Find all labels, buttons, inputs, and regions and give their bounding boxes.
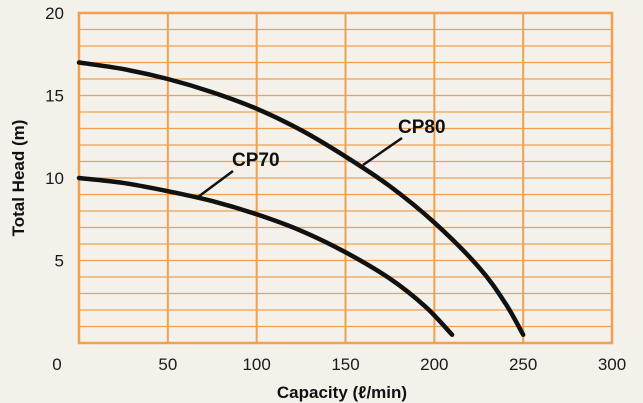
y-tick-label: 5 — [55, 252, 64, 271]
x-tick-label: 0 — [52, 355, 61, 374]
y-tick-label: 10 — [45, 169, 64, 188]
series-label-cp70: CP70 — [232, 150, 280, 171]
y-axis-title: Total Head (m) — [9, 120, 28, 237]
series-line-cp80 — [76, 60, 526, 337]
x-tick-label: 250 — [509, 355, 537, 374]
y-tick-label: 20 — [45, 4, 64, 23]
curves — [76, 60, 526, 337]
x-tick-label: 150 — [331, 355, 359, 374]
y-tick-label: 15 — [45, 87, 64, 106]
series-line-cp70 — [76, 175, 455, 337]
series-leader-cp70 — [197, 169, 234, 199]
grid — [79, 13, 612, 343]
series-label-cp80: CP80 — [398, 117, 446, 138]
x-tick-label: 300 — [598, 355, 626, 374]
tick-labels: 0 50 100 150 200 250 300 5 10 15 20 — [45, 4, 626, 374]
x-tick-label: 100 — [242, 355, 270, 374]
x-tick-label: 50 — [158, 355, 177, 374]
x-axis-title: Capacity (ℓ/min) — [277, 383, 407, 402]
x-tick-label: 200 — [420, 355, 448, 374]
series-leader-cp80 — [362, 136, 403, 167]
